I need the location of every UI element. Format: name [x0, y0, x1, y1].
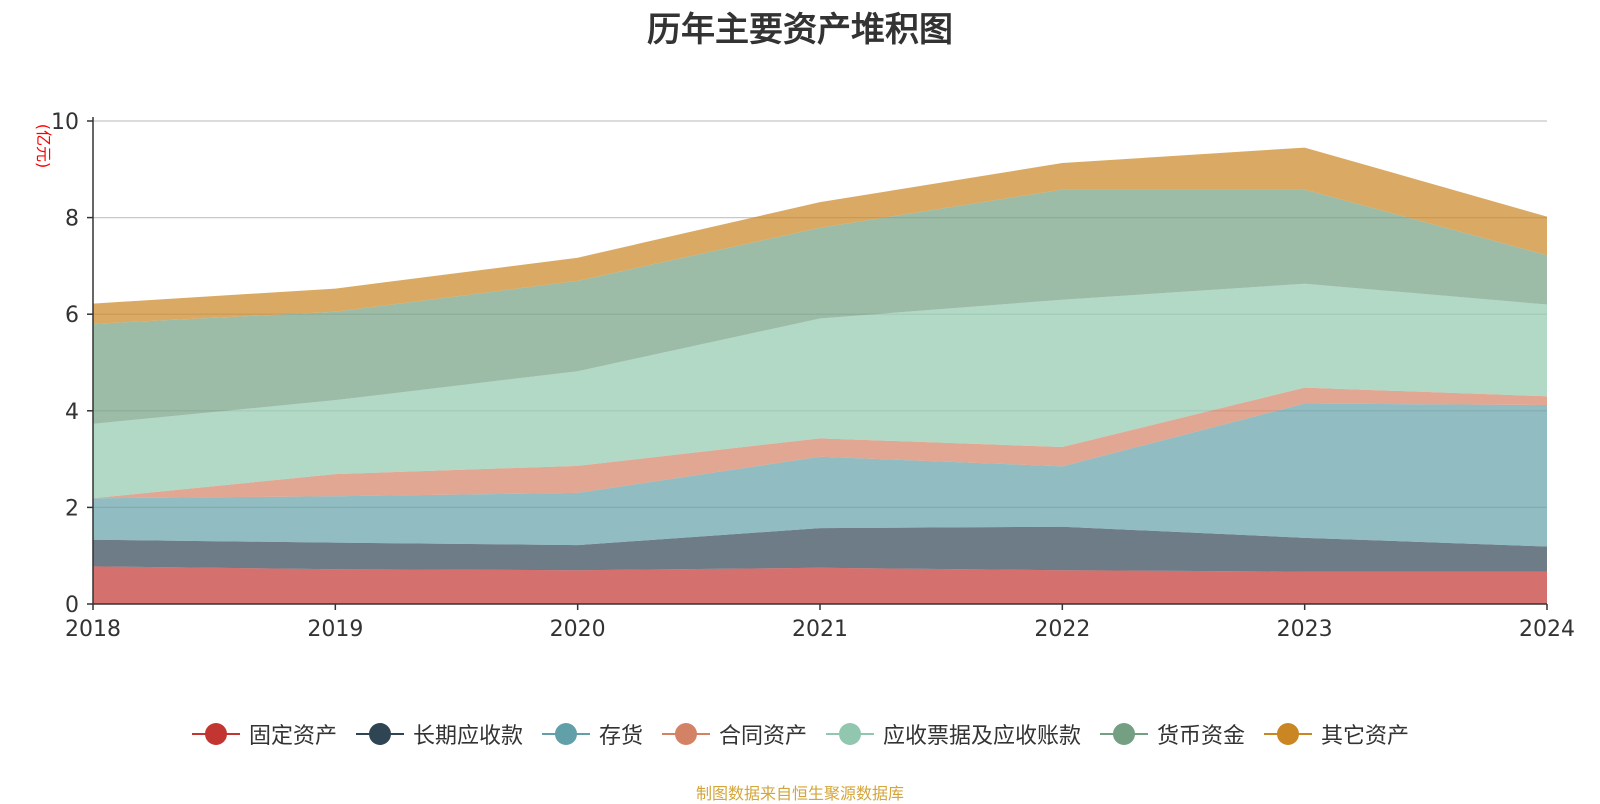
- legend-label: 其它资产: [1321, 724, 1410, 749]
- area-series-3[interactable]: [93, 403, 1547, 547]
- legend-marker-icon: [1100, 723, 1149, 745]
- legend-marker-icon: [541, 723, 590, 745]
- area-series-4[interactable]: [93, 387, 1547, 499]
- legend-item-1[interactable]: 固定资产: [191, 718, 337, 750]
- legend-marker-icon: [826, 723, 874, 745]
- y-tick-label: 4: [65, 400, 79, 425]
- legend-item-5[interactable]: 应收票据及应收账款: [825, 718, 1081, 750]
- legend-item-6[interactable]: 货币资金: [1099, 718, 1245, 750]
- y-tick-label: 6: [65, 303, 79, 328]
- y-tick-label: 8: [65, 207, 79, 232]
- area-series-2[interactable]: [93, 526, 1547, 572]
- area-series-5[interactable]: [93, 283, 1547, 499]
- y-axis-unit-label: (亿元): [34, 124, 53, 169]
- x-tick-label: 2019: [307, 617, 363, 642]
- area-series-6[interactable]: [93, 189, 1547, 424]
- legend-marker-icon: [661, 723, 710, 745]
- legend-item-7[interactable]: 其它资产: [1263, 718, 1409, 750]
- x-tick-label: 2018: [65, 617, 121, 642]
- chart-title: 历年主要资产堆积图: [647, 10, 953, 50]
- x-tick-label: 2024: [1519, 617, 1575, 642]
- legend-item-4[interactable]: 合同资产: [661, 718, 807, 750]
- y-tick-label: 0: [65, 593, 79, 618]
- axes: 0 2 4 6 8 10 2018 2019 2020 2021 2022 2023 2024: [51, 110, 1575, 642]
- area-series: [93, 147, 1547, 604]
- legend-label: 应收票据及应收账款: [883, 724, 1082, 749]
- x-tick-label: 2022: [1034, 617, 1090, 642]
- legend-label: 存货: [598, 724, 643, 749]
- x-tick-label: 2023: [1277, 617, 1333, 642]
- legend-item-2[interactable]: 长期应收款: [355, 718, 523, 750]
- legend-marker-icon: [191, 723, 240, 745]
- x-tick-label: 2021: [792, 617, 848, 642]
- legend-label: 固定资产: [248, 724, 337, 749]
- source-note: 制图数据来自恒生聚源数据库: [695, 784, 904, 803]
- area-series-1[interactable]: [93, 566, 1547, 604]
- y-tick-label: 2: [65, 496, 79, 521]
- legend-label: 合同资产: [718, 724, 807, 749]
- area-series-7[interactable]: [93, 147, 1547, 324]
- x-tick-label: 2020: [550, 617, 606, 642]
- legend: 固定资产 长期应收款 存货 合同资产 应收票据及应收账款 货币资金 其它资产: [0, 718, 1600, 750]
- legend-marker-icon: [1264, 723, 1313, 745]
- legend-label: 货币资金: [1157, 724, 1246, 749]
- y-tick-label: 10: [51, 110, 79, 135]
- legend-marker-icon: [355, 723, 404, 745]
- legend-label: 长期应收款: [412, 724, 523, 749]
- legend-item-3[interactable]: 存货: [541, 718, 643, 750]
